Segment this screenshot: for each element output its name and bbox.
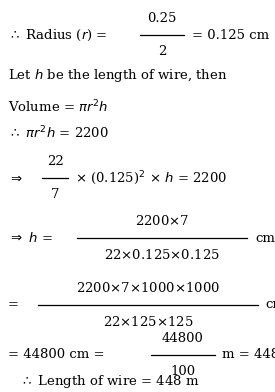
Text: $\therefore$ $\pi r^2 h$ = 2200: $\therefore$ $\pi r^2 h$ = 2200 — [8, 125, 109, 141]
Text: Volume = $\pi r^2 h$: Volume = $\pi r^2 h$ — [8, 99, 108, 115]
Text: Let $h$ be the length of wire, then: Let $h$ be the length of wire, then — [8, 67, 227, 83]
Text: $\Rightarrow$ $h$ =: $\Rightarrow$ $h$ = — [8, 231, 53, 245]
Text: $\therefore$ Radius ($r$) =: $\therefore$ Radius ($r$) = — [8, 27, 108, 43]
Text: 2200$\times$7$\times$1000$\times$1000: 2200$\times$7$\times$1000$\times$1000 — [76, 281, 220, 295]
Text: $\therefore$ Length of wire = 448 m: $\therefore$ Length of wire = 448 m — [20, 374, 200, 390]
Text: 0.25: 0.25 — [147, 12, 177, 25]
Text: 7: 7 — [51, 188, 59, 201]
Text: = 0.125 cm: = 0.125 cm — [192, 29, 269, 42]
Text: $\times$ (0.125)$^2$ $\times$ $h$ = 2200: $\times$ (0.125)$^2$ $\times$ $h$ = 2200 — [75, 169, 227, 187]
Text: =: = — [8, 298, 19, 312]
Text: 22$\times$0.125$\times$0.125: 22$\times$0.125$\times$0.125 — [104, 248, 220, 262]
Text: $\Rightarrow$: $\Rightarrow$ — [8, 172, 23, 185]
Text: 100: 100 — [170, 365, 196, 378]
Text: 44800: 44800 — [162, 332, 204, 345]
Text: m = 448 m: m = 448 m — [222, 348, 275, 361]
Text: cm: cm — [255, 232, 275, 245]
Text: 22$\times$125$\times$125: 22$\times$125$\times$125 — [103, 315, 193, 329]
Text: = 44800 cm =: = 44800 cm = — [8, 348, 104, 361]
Text: cm: cm — [265, 298, 275, 312]
Text: 2: 2 — [158, 45, 166, 58]
Text: 22: 22 — [47, 155, 63, 168]
Text: 2200$\times$7: 2200$\times$7 — [135, 214, 189, 228]
